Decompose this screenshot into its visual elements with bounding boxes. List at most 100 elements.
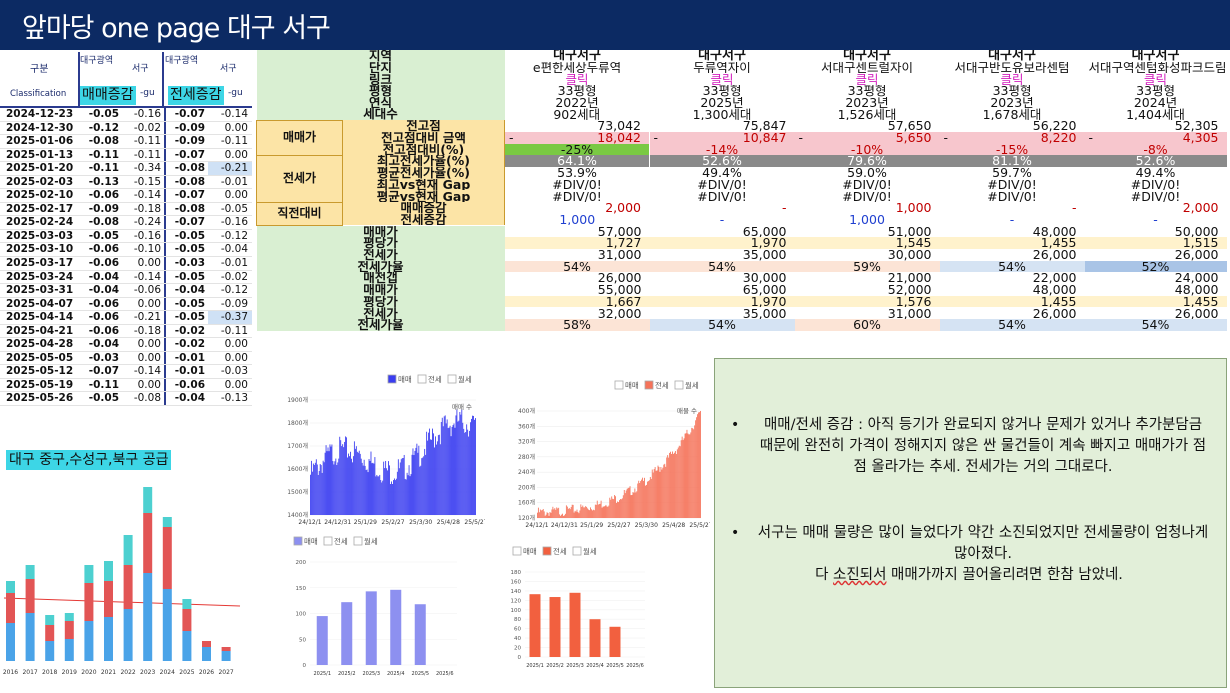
daily-bar	[691, 427, 693, 518]
daily-bar	[613, 499, 615, 518]
row-link-value[interactable]: 클릭	[1000, 73, 1024, 86]
legend-jeonse-swatch	[323, 536, 333, 546]
note-bullet-2: • 서구는 매매 물량은 많이 늘었다가 약간 소진되었지만 전세물량이 엄청나…	[727, 523, 1211, 586]
row-link-value[interactable]: 클릭	[710, 73, 734, 86]
row-current-sale-value: 57,000	[597, 225, 642, 238]
weekly-date: 2025-03-24	[6, 270, 74, 283]
daily-bar	[673, 452, 675, 518]
daily-bar	[563, 515, 564, 518]
daily-bar	[582, 505, 584, 518]
daily-bar	[568, 508, 570, 518]
daily-bar	[552, 506, 554, 518]
daily-bar	[404, 478, 406, 515]
daily-bar	[444, 415, 446, 515]
daily-bar	[700, 411, 701, 518]
row-link-value[interactable]: 클릭	[855, 73, 879, 86]
daily-bar	[603, 506, 605, 518]
daily-bar	[665, 466, 667, 518]
supply-year-label: 2016	[3, 669, 18, 676]
row-current-sale-value: 65,000	[742, 225, 787, 238]
daily-bar	[564, 515, 565, 518]
supply-bar-segment	[104, 617, 113, 661]
daily-bar	[454, 427, 456, 515]
daily-bar	[604, 506, 606, 518]
row-link-value[interactable]: 클릭	[1144, 73, 1168, 86]
y-tick-label: 160개	[518, 499, 535, 507]
row-region-value: 대구서구	[843, 50, 891, 62]
supply-bar-segment	[25, 579, 35, 613]
daily-bar	[350, 451, 351, 515]
row-households: 세대수 902세대 1,300세대 1,526세대 1,678세대 1,404세대	[256, 108, 1227, 121]
avg-jeonse-rate-value: 49.4%	[1135, 166, 1176, 179]
daegu-jeonse-change: -0.02	[164, 324, 208, 338]
peak-value: 57,650	[887, 120, 932, 132]
daily-bar	[623, 489, 625, 518]
weekly-date: 2025-04-07	[6, 297, 74, 310]
analysis-notes: • 매매/전세 증감 : 아직 등기가 완료되지 않거나 문제가 있거나 추가분…	[714, 358, 1227, 688]
legend-sale-label: 매매	[523, 547, 537, 556]
note-line-3-underlined: 소진되서	[833, 567, 887, 583]
daily-bar	[656, 470, 658, 518]
row-current-jeonse-value: 30,000	[887, 248, 932, 261]
daily-bar	[546, 512, 548, 518]
supply-bar-segment	[6, 581, 15, 593]
daily-bar	[449, 425, 451, 515]
daily-bar	[395, 478, 397, 515]
sale-change-value: 2,000	[1182, 202, 1219, 214]
daily-bar	[646, 484, 647, 518]
row-prev-sale-value: 55,000	[597, 283, 642, 296]
seogu-sale-change: -0.18	[122, 202, 164, 216]
row-link-label: 링크	[256, 73, 505, 86]
daily-bar	[621, 498, 623, 518]
peak-diff-pct-value: -14%	[649, 143, 795, 156]
x-tick-label: 2025/1	[313, 671, 331, 677]
seogu-sale-change: -0.02	[122, 121, 164, 135]
daily-bar	[328, 451, 330, 515]
daily-bar	[447, 428, 449, 515]
seogu-jeonse-change: -0.11	[220, 324, 248, 337]
daily-bar	[626, 488, 628, 518]
daily-bar	[423, 456, 425, 515]
daily-bar	[609, 497, 611, 518]
daily-bar	[571, 504, 573, 518]
row-peak: 매매가 전고점 73,042 75,847 57,650 56,220 52,305	[256, 119, 1227, 156]
row-prev-rate: 전세가율 58% 54% 60% 54% 54%	[256, 319, 1227, 331]
header-daegu-2: 대구광역	[165, 56, 199, 66]
daily-bar	[470, 422, 472, 515]
weekly-date: 2025-01-20	[6, 162, 74, 175]
weekly-row: 2025-05-26 -0.05 -0.08 -0.04 -0.13	[0, 392, 252, 407]
daegu-sale-change: -0.08	[88, 216, 119, 229]
daily-bar	[667, 455, 669, 518]
row-households-value: 1,526세대	[837, 108, 897, 121]
daily-bar	[388, 461, 389, 515]
daegu-jeonse-change: -0.04	[164, 392, 208, 406]
daily-bar	[647, 481, 649, 518]
daily-bar	[310, 460, 312, 515]
daily-bar	[472, 415, 473, 515]
avg-jeonse-rate-value: 49.4%	[702, 166, 742, 179]
daily-bar	[581, 506, 583, 518]
daily-bar	[364, 465, 366, 515]
row-year-value: 2023년	[990, 96, 1034, 109]
seogu-sale-change: -0.16	[122, 229, 164, 243]
daily-bar	[429, 428, 431, 515]
legend-monthly-swatch	[447, 374, 457, 384]
row-year-value: 2025년	[700, 96, 744, 109]
daily-bar	[677, 447, 679, 518]
daily-bar	[540, 510, 542, 518]
daegu-jeonse-change: -0.06	[164, 378, 208, 392]
supply-bar-segment	[143, 573, 153, 661]
legend-monthly-swatch	[674, 380, 684, 390]
daily-bar	[392, 484, 393, 515]
daily-bar	[467, 429, 469, 515]
seogu-sale-change: 0.00	[122, 257, 164, 270]
daily-bar	[450, 436, 452, 515]
seogu-sale-change: -0.11	[122, 148, 164, 162]
daily-bar	[352, 456, 354, 515]
supply-year-label: 2018	[42, 669, 57, 676]
daily-bar	[600, 500, 602, 518]
row-link-value[interactable]: 클릭	[565, 73, 589, 86]
daegu-sale-change: -0.05	[88, 229, 119, 242]
row-prev-ppy-label: 평당가	[256, 295, 505, 308]
daily-bar	[343, 447, 345, 515]
